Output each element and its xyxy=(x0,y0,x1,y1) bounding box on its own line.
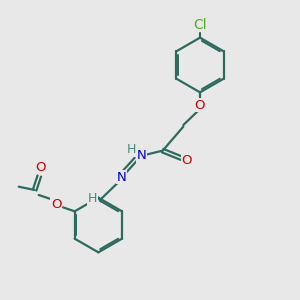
Text: O: O xyxy=(182,154,192,166)
Text: H: H xyxy=(127,143,136,156)
Text: Cl: Cl xyxy=(193,18,207,32)
Text: O: O xyxy=(195,98,205,112)
Text: N: N xyxy=(136,149,146,162)
Text: O: O xyxy=(51,197,62,211)
Text: H: H xyxy=(88,192,97,205)
Text: N: N xyxy=(116,171,126,184)
Text: O: O xyxy=(35,161,46,174)
